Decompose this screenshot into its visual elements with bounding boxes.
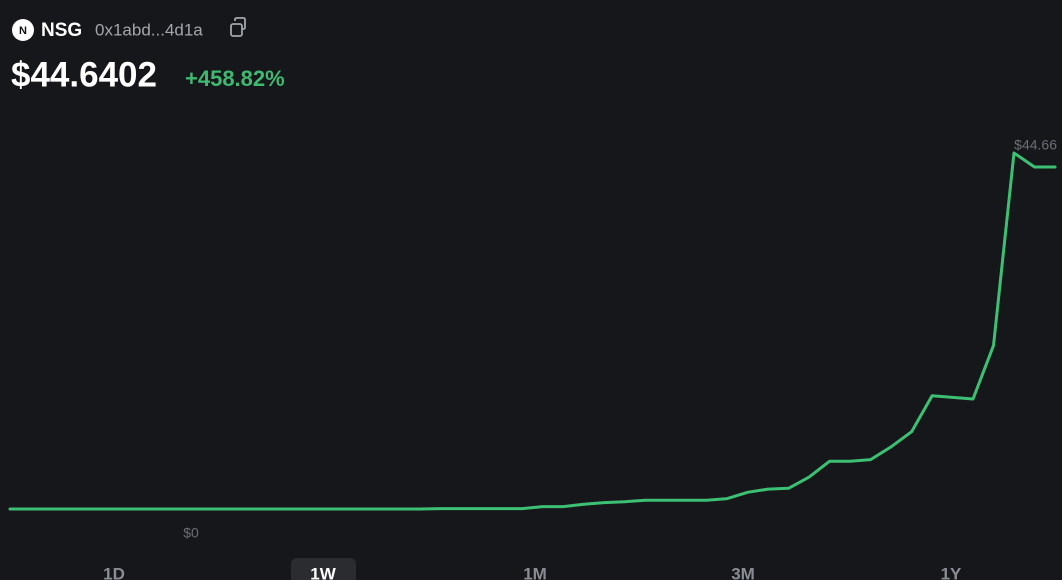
range-button-selected[interactable]: 1W	[310, 564, 336, 580]
copy-icon[interactable]	[230, 17, 246, 37]
range-button[interactable]: 1M	[523, 564, 547, 580]
price-line	[8, 151, 1057, 511]
range-button[interactable]: 1Y	[941, 564, 962, 580]
price: $44.6402	[11, 55, 157, 94]
token-symbol: NSG	[41, 20, 82, 41]
plot: $44.66 $0	[8, 137, 1057, 541]
max-price-label: $44.66	[1014, 137, 1057, 153]
token-icon-letter: N	[19, 25, 27, 37]
price-change: +458.82%	[185, 66, 285, 91]
range-button[interactable]: 3M	[731, 564, 755, 580]
range-selector: 1D 1W 1M 3M 1Y	[103, 558, 962, 580]
token-address[interactable]: 0x1abd...4d1a	[95, 20, 203, 39]
token-icon	[12, 19, 34, 41]
range-button[interactable]: 1D	[103, 564, 125, 580]
range-selected-bg	[291, 558, 356, 580]
min-price-label: $0	[183, 525, 199, 541]
